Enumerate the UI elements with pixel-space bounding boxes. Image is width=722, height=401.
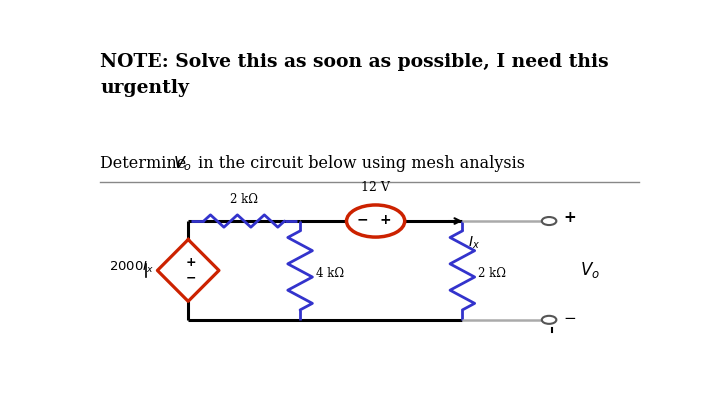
Text: NOTE: Solve this as soon as possible, I need this
urgently: NOTE: Solve this as soon as possible, I …: [100, 53, 609, 97]
Text: 2 kΩ: 2 kΩ: [478, 267, 506, 280]
Text: 4 kΩ: 4 kΩ: [316, 267, 344, 280]
Text: $I_x$: $I_x$: [468, 235, 480, 251]
Text: +: +: [186, 256, 196, 269]
Text: Determine: Determine: [100, 155, 192, 172]
Text: −: −: [357, 213, 368, 227]
Circle shape: [542, 316, 557, 324]
Circle shape: [542, 217, 557, 225]
Text: −: −: [563, 311, 576, 326]
Text: −: −: [186, 271, 196, 285]
Text: $V_o$: $V_o$: [173, 155, 192, 173]
Text: $2000I_x$: $2000I_x$: [110, 260, 155, 275]
Text: +: +: [380, 213, 391, 227]
Text: 2 kΩ: 2 kΩ: [230, 193, 258, 206]
Text: 12 V: 12 V: [361, 181, 390, 194]
Text: +: +: [563, 211, 576, 225]
Text: in the circuit below using mesh analysis: in the circuit below using mesh analysis: [193, 155, 525, 172]
Text: $V_o$: $V_o$: [580, 260, 600, 280]
